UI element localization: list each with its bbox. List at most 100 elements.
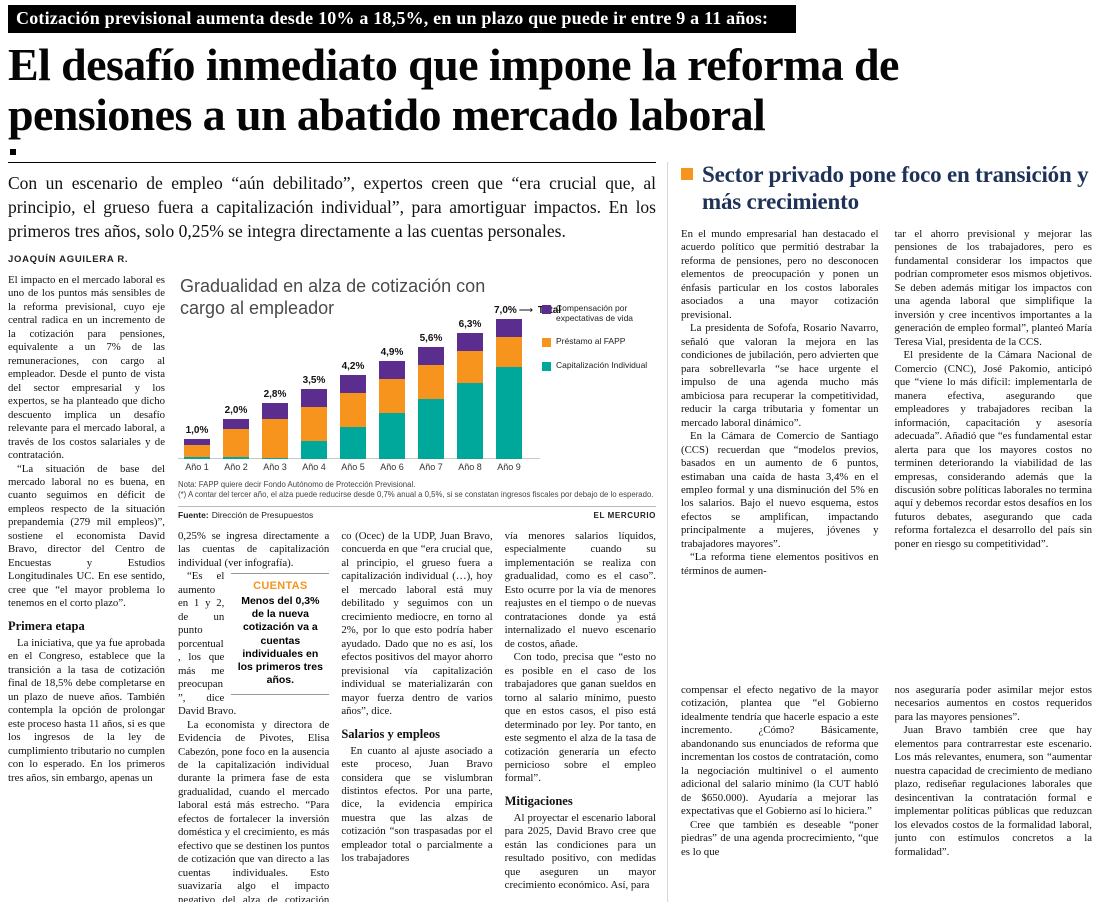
legend-swatch-icon xyxy=(542,338,551,348)
bar-group: 2,8% Año 3 xyxy=(260,389,290,474)
sidebar-article: Sector privado pone foco en transición y… xyxy=(667,162,1092,902)
chart-notes: Nota: FAPP quiere decir Fondo Autónomo d… xyxy=(178,480,656,501)
bar-segment xyxy=(418,364,444,399)
bar-segment xyxy=(223,418,249,429)
bar-segment xyxy=(457,332,483,351)
article-paragraph: “La situación de base del mercado labora… xyxy=(8,462,165,610)
bar-segment xyxy=(418,398,444,459)
bar-group: 6,3% Año 8 xyxy=(455,319,485,474)
article-paragraph: “Es el aumento en 1 y 2, de un punto por… xyxy=(178,570,237,718)
chart-legend: Compensación por expectativas de vida Pré… xyxy=(542,303,656,386)
bar-segment xyxy=(262,418,288,458)
bar-segment xyxy=(223,456,249,459)
bar-group: 1,0% Año 1 xyxy=(182,425,212,474)
sidebar-column-a: En el mundo empresarial han destacado el… xyxy=(681,228,879,672)
bar-category-label: Año 8 xyxy=(458,461,482,472)
bar-total-label: 5,6% xyxy=(419,332,443,344)
bar-category-label: Año 6 xyxy=(380,461,404,472)
bar-category-label: Año 1 xyxy=(185,461,209,472)
article-paragraph: Cree que también es deseable “poner pied… xyxy=(681,818,879,858)
bar-group: 3,5% Año 4 xyxy=(299,375,329,474)
lower-columns: 0,25% se ingresa directamente a las cuen… xyxy=(178,530,656,902)
article-paragraph: Al proyectar el escenario laboral para 2… xyxy=(504,811,656,892)
bar-segment xyxy=(262,402,288,419)
bar-segment xyxy=(457,382,483,459)
section-subhead: Salarios y empleos xyxy=(341,726,440,741)
legend-label: Préstamo al FAPP xyxy=(556,336,626,347)
article-paragraph: vía menores salarios líquidos, especialm… xyxy=(504,529,656,650)
bar-total-label: 4,9% xyxy=(380,346,404,358)
bar-segment xyxy=(262,457,288,459)
chart-note-2: (*) A contar del tercer año, el alza pue… xyxy=(178,490,654,500)
sidebar-columns: En el mundo empresarial han destacado el… xyxy=(681,228,1092,672)
bar-segment xyxy=(379,412,405,459)
article-paragraph: co (Ocec) de la UDP, Juan Bravo, concuer… xyxy=(341,529,493,718)
callout-text: Menos del 0,3% de la nueva cotización va… xyxy=(237,595,323,686)
column-2-intro: 0,25% se ingresa directamente a las cuen… xyxy=(178,530,329,570)
lead-paragraph: Con un escenario de empleo “aún debilita… xyxy=(8,162,656,243)
bar-category-label: Año 4 xyxy=(302,461,326,472)
bar-group: 5,6% Año 7 xyxy=(416,333,446,474)
bar-segment xyxy=(496,336,522,367)
legend-item: Compensación por expectativas de vida xyxy=(542,303,656,324)
bar-segment xyxy=(184,444,210,457)
article-column-2: 0,25% se ingresa directamente a las cuen… xyxy=(178,530,330,902)
article-paragraph: 0,25% se ingresa directamente a las cuen… xyxy=(178,529,330,569)
article-column-5: compensar el efecto negativo de la mayor… xyxy=(681,684,879,859)
article-column-1: El impacto en el mercado laboral es uno … xyxy=(8,274,165,902)
legend-item: Capitalización Individual xyxy=(542,360,656,372)
bar-segment xyxy=(418,346,444,365)
article-paragraph: La presidenta de Sofofa, Rosario Navarro… xyxy=(681,322,879,429)
bar-segment xyxy=(457,350,483,383)
bar-segment xyxy=(340,426,366,459)
bar-segment xyxy=(340,392,366,427)
sidebar-title: Sector privado pone foco en transición y… xyxy=(702,162,1089,214)
bar-total-label: 2,8% xyxy=(263,388,287,400)
chart-source: Fuente: Dirección de Presupuestos xyxy=(178,510,313,520)
bar-stack xyxy=(340,374,366,459)
bar-total-label: 3,5% xyxy=(302,374,326,386)
orange-bullet-icon xyxy=(681,168,693,181)
article-paragraph: En el mundo empresarial han destacado el… xyxy=(681,227,879,321)
square-divider xyxy=(10,149,16,156)
article-paragraph: El presidente de la Cámara Nacional de C… xyxy=(894,349,1093,550)
arrow-icon: ⟶ xyxy=(518,304,534,316)
sidebar-column-b: tar el ahorro previsional y mejorar las … xyxy=(895,228,1093,672)
chart-title: Gradualidad en alza de cotización con ca… xyxy=(180,275,486,318)
bar-segment xyxy=(301,406,327,441)
headline: El desafío inmediato que impone la refor… xyxy=(8,39,899,140)
bar-segment xyxy=(184,456,210,459)
article-paragraph: Con todo, precisa que “esto no es posibl… xyxy=(504,651,656,785)
bar-segment xyxy=(301,440,327,459)
legend-label: Capitalización Individual xyxy=(556,360,648,371)
callout-label: CUENTAS xyxy=(253,580,308,593)
bar-stack xyxy=(184,438,210,459)
article-right-part: Gradualidad en alza de cotización con ca… xyxy=(165,274,656,902)
bar-segment xyxy=(379,360,405,379)
chart-note-1: Nota: FAPP quiere decir Fondo Autónomo d… xyxy=(178,479,416,489)
article-paragraph: En cuanto al ajuste asociado a este proc… xyxy=(341,744,493,865)
bar-segment xyxy=(223,428,249,457)
bar-segment xyxy=(301,388,327,407)
bar-stack xyxy=(262,402,288,459)
infographic: Gradualidad en alza de cotización con ca… xyxy=(178,274,656,522)
article-paragraph: La economista y directora de Evidencia d… xyxy=(178,718,330,902)
main-article: Con un escenario de empleo “aún debilita… xyxy=(8,162,656,902)
source-name: Dirección de Presupuestos xyxy=(211,509,314,520)
bar-total-label: 7,0%⟶ Total xyxy=(494,305,561,319)
bar-stack xyxy=(418,346,444,459)
article-body: El impacto en el mercado laboral es uno … xyxy=(8,274,656,902)
bar-chart: Gradualidad en alza de cotización con ca… xyxy=(178,276,656,474)
article-column-4: vía menores salarios líquidos, especialm… xyxy=(505,530,656,902)
bar-group: 2,0% Año 2 xyxy=(221,405,251,474)
bar-total-label: 6,3% xyxy=(458,318,482,330)
article-paragraph: La iniciativa, que ya fue aprobada en el… xyxy=(8,636,165,784)
article-paragraph: nos aseguraría poder asimilar mejor esto… xyxy=(894,683,1093,723)
article-paragraph: Juan Bravo también cree que hay elemento… xyxy=(894,724,1093,858)
page-content: Con un escenario de empleo “aún debilita… xyxy=(8,162,1092,902)
article-column-6: nos aseguraría poder asimilar mejor esto… xyxy=(895,684,1093,859)
bar-total-label: 1,0% xyxy=(185,424,209,436)
source-label: Fuente: xyxy=(178,509,209,520)
kicker-text: Cotización previsional aumenta desde 10%… xyxy=(8,5,797,33)
article-paragraph: “La reforma tiene elementos positivos en… xyxy=(681,551,879,577)
